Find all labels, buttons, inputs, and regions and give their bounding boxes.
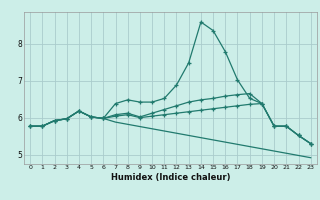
X-axis label: Humidex (Indice chaleur): Humidex (Indice chaleur) [111,173,230,182]
